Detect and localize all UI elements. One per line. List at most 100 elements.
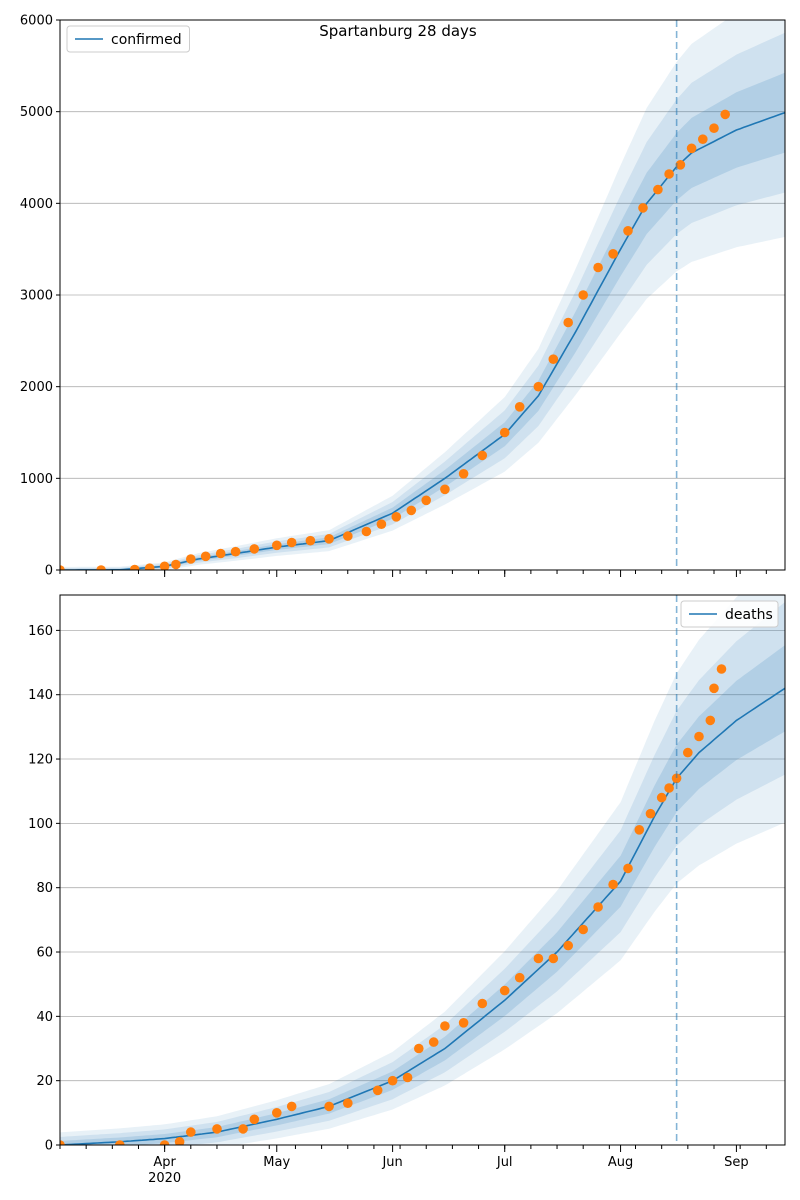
plot-area <box>60 20 785 570</box>
observed-point <box>458 1018 469 1028</box>
observed-point <box>440 484 450 495</box>
observed-point <box>623 863 633 874</box>
observed-point <box>286 537 297 548</box>
observed-point <box>238 1124 248 1134</box>
observed-point <box>324 534 334 544</box>
observed-point <box>563 940 573 951</box>
observed-point <box>499 427 510 438</box>
plot-area <box>60 595 785 1145</box>
observed-point <box>421 495 432 506</box>
legend: deaths <box>680 600 779 628</box>
observed-point <box>249 1114 260 1125</box>
observed-point <box>186 1127 196 1137</box>
series-line-confirmed <box>60 111 785 570</box>
uncertainty-band <box>60 72 785 570</box>
observed-point <box>60 1140 65 1145</box>
observed-point <box>720 109 730 120</box>
observed-point <box>499 985 510 996</box>
chart-title: Spartanburg 28 days <box>319 22 477 40</box>
observed-point <box>548 354 559 365</box>
observed-point <box>634 825 645 835</box>
axes-frame <box>59 594 786 1146</box>
observed-point <box>159 1140 170 1145</box>
observed-point <box>533 381 544 392</box>
y-tick-label: 0 <box>45 564 53 579</box>
x-tick-label: May <box>263 1155 290 1170</box>
observed-point <box>716 664 727 674</box>
observed-point <box>563 317 573 328</box>
observed-point <box>533 953 544 964</box>
observed-point <box>675 160 686 170</box>
observed-point <box>477 450 488 461</box>
observed-point <box>608 879 618 890</box>
uncertainty-band <box>60 595 785 1145</box>
legend-label: deaths <box>725 607 773 623</box>
observed-point <box>477 998 488 1009</box>
observed-point <box>305 535 316 546</box>
observed-point <box>324 1101 334 1112</box>
observed-point <box>623 226 633 236</box>
observed-point <box>60 565 65 570</box>
y-tick-label: 140 <box>28 688 53 703</box>
observed-point <box>440 1021 450 1031</box>
observed-point <box>272 540 282 551</box>
y-tick-label: 40 <box>36 1010 53 1025</box>
legend-label: confirmed <box>111 32 182 48</box>
observed-point <box>144 563 155 570</box>
observed-point <box>514 972 525 983</box>
uncertainty-band <box>60 32 785 570</box>
observed-point <box>709 123 719 133</box>
x-tick-sublabel: 2020 <box>148 1171 181 1186</box>
legend-box <box>680 600 779 628</box>
x-tick-label: Jun <box>381 1155 402 1170</box>
y-tick-label: 20 <box>36 1074 53 1089</box>
x-tick-label: Jul <box>496 1155 513 1170</box>
y-tick-label: 80 <box>36 881 53 896</box>
y-tick-label: 120 <box>28 753 53 768</box>
y-tick-label: 100 <box>28 817 53 832</box>
observed-point <box>664 169 674 179</box>
observed-point <box>249 544 260 554</box>
observed-point <box>683 747 693 758</box>
legend-box <box>66 25 190 53</box>
observed-point <box>638 203 648 213</box>
legend: confirmed <box>66 25 190 53</box>
observed-point <box>343 1098 353 1108</box>
observed-point <box>645 808 656 819</box>
observed-point <box>578 290 588 300</box>
observed-point <box>171 559 181 570</box>
y-tick-label: 5000 <box>20 105 53 120</box>
observed-point <box>115 1140 125 1145</box>
observed-point <box>200 551 211 562</box>
observed-point <box>272 1108 282 1118</box>
observed-point <box>694 731 704 742</box>
x-tick-label: Sep <box>724 1155 749 1170</box>
observed-point <box>593 902 603 912</box>
observed-point <box>514 402 525 412</box>
y-tick-label: 1000 <box>20 472 53 487</box>
observed-point <box>608 249 618 259</box>
observed-point <box>709 683 719 694</box>
observed-point <box>129 564 140 570</box>
observed-point <box>343 531 353 541</box>
observed-point <box>376 519 387 529</box>
y-tick-label: 4000 <box>20 197 53 212</box>
confirmed-panel: 0 1000 2000 3000 4000 5000 6000 confirmed <box>20 14 786 579</box>
observed-point <box>664 783 674 793</box>
observed-point <box>653 184 663 195</box>
observed-point <box>230 546 241 557</box>
observed-point <box>96 565 106 570</box>
x-tick-label: Apr <box>153 1155 176 1170</box>
observed-point <box>698 134 708 144</box>
observed-point <box>414 1043 424 1054</box>
observed-point <box>705 715 716 726</box>
observed-point <box>593 262 603 273</box>
observed-point <box>656 792 667 803</box>
observed-point <box>402 1072 413 1083</box>
observed-point <box>458 469 469 479</box>
observed-point <box>212 1124 222 1134</box>
observed-point <box>578 924 588 935</box>
observed-point <box>391 512 402 522</box>
